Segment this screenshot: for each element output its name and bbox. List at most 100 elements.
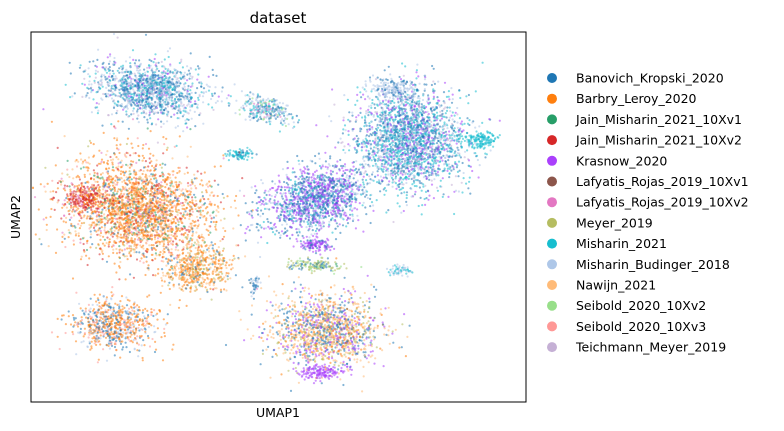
data-point — [123, 107, 126, 110]
data-point — [103, 213, 106, 216]
data-point — [256, 111, 259, 115]
data-point — [132, 184, 135, 187]
data-point — [150, 78, 153, 81]
data-point — [125, 142, 128, 146]
data-point — [243, 109, 246, 112]
data-point — [126, 207, 129, 210]
data-point — [217, 262, 220, 265]
data-point — [133, 216, 136, 219]
data-point — [86, 210, 89, 214]
data-point — [248, 148, 251, 151]
data-point — [174, 82, 177, 85]
data-point — [100, 75, 103, 78]
data-point — [176, 213, 179, 216]
data-point — [66, 168, 69, 171]
data-point — [159, 224, 162, 228]
data-point — [180, 233, 183, 236]
data-point — [185, 271, 188, 274]
data-point — [115, 271, 118, 274]
data-point — [88, 215, 91, 218]
data-point — [180, 101, 183, 104]
data-point — [235, 194, 238, 198]
data-point — [246, 158, 249, 161]
data-point — [113, 125, 116, 128]
data-point — [207, 75, 210, 78]
data-point — [246, 146, 249, 149]
data-point — [274, 116, 277, 119]
data-point — [61, 206, 64, 209]
data-point — [168, 236, 171, 239]
data-point — [175, 230, 178, 233]
data-point — [116, 190, 119, 193]
data-point — [115, 218, 118, 221]
data-point — [163, 143, 166, 146]
data-point — [112, 169, 115, 172]
data-point — [141, 197, 144, 200]
data-point — [176, 171, 179, 175]
data-point — [210, 255, 213, 258]
data-point — [113, 137, 116, 140]
data-point — [160, 233, 163, 237]
data-point — [282, 107, 285, 110]
data-point — [95, 246, 98, 249]
data-point — [233, 199, 236, 202]
data-point — [121, 236, 124, 239]
data-point — [108, 238, 111, 241]
data-point — [75, 232, 78, 236]
data-point — [111, 69, 114, 73]
data-point — [171, 87, 175, 90]
data-point — [113, 186, 116, 189]
data-point — [101, 98, 104, 101]
data-point — [173, 204, 176, 207]
data-point — [163, 58, 166, 61]
data-point — [244, 152, 247, 155]
data-point — [163, 101, 166, 105]
data-point — [178, 229, 181, 232]
data-point — [244, 118, 247, 121]
data-point — [187, 100, 190, 103]
data-point — [120, 93, 123, 97]
data-point — [81, 188, 84, 191]
data-point — [174, 237, 177, 240]
data-point — [148, 109, 151, 112]
data-point — [124, 186, 127, 189]
data-point — [290, 113, 293, 116]
data-point — [150, 59, 153, 63]
data-point — [182, 225, 185, 228]
data-point — [161, 162, 164, 165]
data-point — [109, 200, 112, 203]
data-point — [178, 274, 181, 277]
data-point — [135, 161, 138, 164]
data-point — [37, 208, 40, 211]
data-point — [79, 167, 83, 170]
data-point — [80, 222, 83, 225]
data-point — [131, 240, 134, 243]
data-point — [141, 72, 145, 75]
data-point — [117, 100, 120, 104]
data-point — [221, 192, 224, 196]
data-point — [128, 75, 131, 78]
data-point — [114, 61, 117, 64]
data-point — [85, 161, 88, 164]
data-point — [160, 231, 163, 234]
data-point — [267, 97, 270, 100]
data-point — [169, 225, 173, 228]
data-point — [88, 201, 91, 204]
data-point — [243, 194, 246, 197]
data-point — [217, 95, 220, 98]
data-point — [229, 95, 232, 98]
data-point — [181, 115, 184, 118]
data-point — [167, 102, 170, 106]
data-point — [193, 289, 196, 292]
data-point — [242, 151, 245, 154]
data-point — [173, 68, 176, 71]
data-point — [103, 226, 106, 229]
data-point — [279, 115, 282, 118]
data-point — [284, 110, 287, 113]
data-point — [77, 195, 80, 199]
data-point — [265, 99, 268, 102]
data-point — [97, 211, 100, 214]
data-point — [135, 222, 138, 225]
data-point — [96, 180, 99, 183]
data-point — [118, 88, 121, 91]
